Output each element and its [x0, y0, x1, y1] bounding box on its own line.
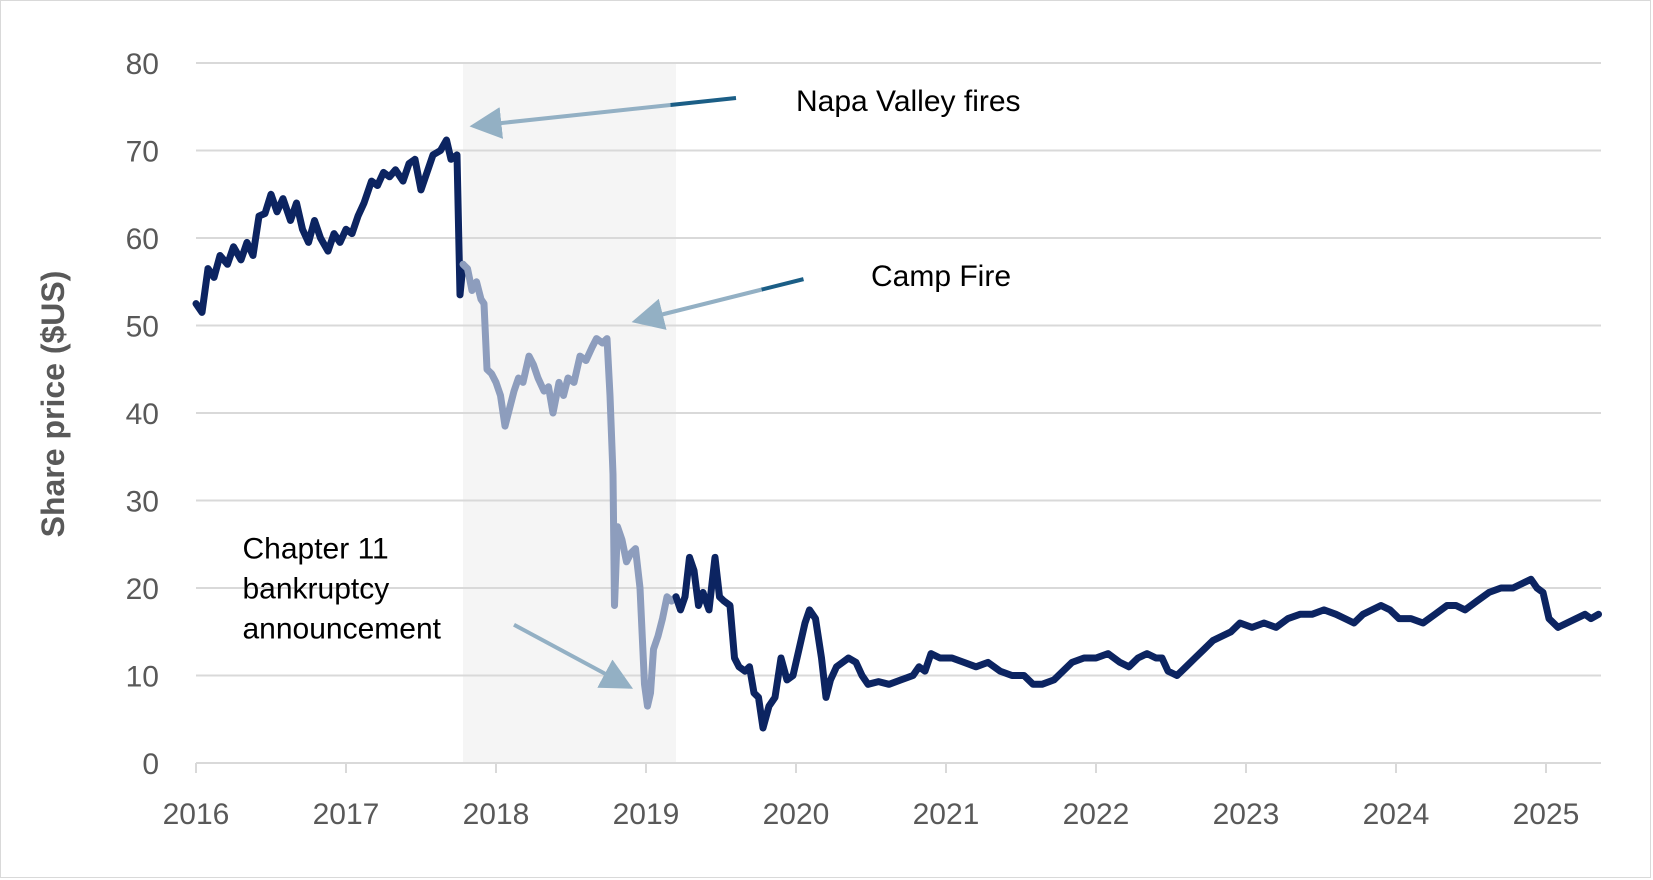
- annotation-arrow-tail: [670, 96, 737, 107]
- annotation-label: Chapter 11: [243, 532, 389, 565]
- y-tick-label: 70: [126, 136, 159, 169]
- x-tick-label: 2017: [313, 798, 380, 831]
- y-axis-label: Share price ($US): [35, 271, 71, 538]
- y-tick-label: 0: [142, 748, 159, 781]
- annotation-label: announcement: [243, 612, 442, 645]
- y-tick-label: 60: [126, 223, 159, 256]
- share-price-line: [672, 553, 1602, 732]
- y-tick-label: 10: [126, 661, 159, 694]
- annotation-arrow-tail: [761, 277, 804, 292]
- x-tick-label: 2016: [163, 798, 230, 831]
- x-tick-label: 2023: [1213, 798, 1280, 831]
- annotation-arrow: [631, 287, 762, 330]
- annotation-label: Napa Valley fires: [796, 85, 1021, 118]
- y-tick-label: 30: [126, 486, 159, 519]
- y-tick-label: 20: [126, 573, 159, 606]
- annotation-label: bankruptcy: [243, 572, 390, 605]
- y-tick-label: 40: [126, 398, 159, 431]
- x-tick-label: 2022: [1063, 798, 1130, 831]
- x-tick-label: 2025: [1513, 798, 1580, 831]
- y-tick-label: 80: [126, 48, 159, 81]
- annotation-arrow: [513, 622, 634, 689]
- x-tick-label: 2024: [1363, 798, 1430, 831]
- share-price-line: [192, 136, 467, 316]
- annotation-label: Camp Fire: [871, 260, 1011, 293]
- x-tick-label: 2019: [613, 798, 680, 831]
- x-tick-label: 2020: [763, 798, 830, 831]
- x-tick-label: 2021: [913, 798, 980, 831]
- annotation-arrow: [469, 103, 671, 139]
- x-tick-label: 2018: [463, 798, 530, 831]
- y-tick-label: 50: [126, 311, 159, 344]
- share-price-line-highlight: [459, 260, 680, 710]
